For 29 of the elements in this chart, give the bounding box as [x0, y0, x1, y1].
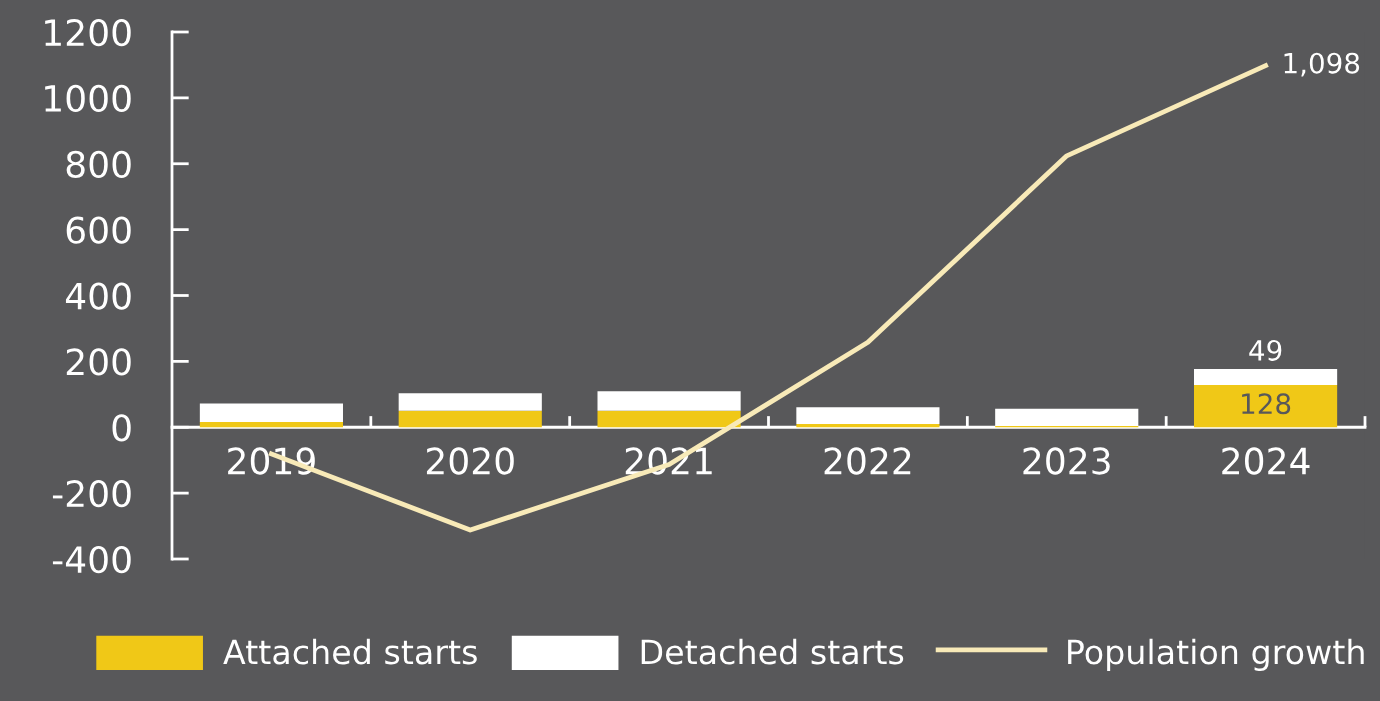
x-tick-label: 2024	[1222, 447, 1310, 475]
legend-label: Attached starts	[223, 638, 477, 665]
bar	[398, 410, 542, 428]
bar	[796, 407, 940, 424]
x-tick-label: 2020	[426, 447, 514, 475]
bar	[1194, 385, 1338, 428]
y-tick-label: 600	[66, 216, 131, 244]
x-tick-label: 2023	[1023, 447, 1110, 475]
y-tick-label: 1000	[45, 84, 131, 113]
data-label: 49	[1249, 339, 1282, 361]
bar	[1194, 368, 1338, 386]
bar	[199, 403, 343, 422]
bar	[199, 421, 343, 428]
y-tick-label: 200	[66, 348, 131, 376]
y-tick-label: -200	[52, 480, 131, 508]
bar	[398, 393, 542, 411]
bar	[597, 391, 741, 411]
legend-label: Detached starts	[641, 638, 904, 665]
bar	[597, 410, 741, 428]
y-tick-label: -400	[52, 545, 131, 574]
data-label: 1,098	[1284, 52, 1360, 77]
y-tick-label: 0	[112, 414, 131, 442]
bar	[796, 423, 940, 428]
y-tick-label: 800	[66, 150, 131, 178]
y-tick-label: 1200	[45, 18, 131, 47]
legend-label: Population growth	[1068, 638, 1364, 671]
x-tick-label: 2022	[824, 447, 911, 475]
y-tick-label: 400	[65, 282, 131, 310]
data-label: 128	[1242, 393, 1291, 415]
